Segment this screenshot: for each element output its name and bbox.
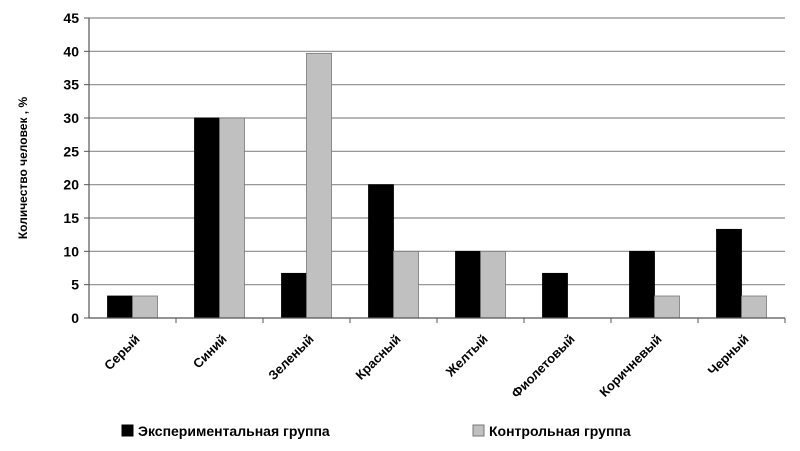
y-tick-label: 25	[63, 143, 79, 159]
x-tick-label: Черный	[705, 332, 752, 379]
y-tick-label: 15	[63, 210, 79, 226]
bar-experimental	[542, 272, 568, 319]
bar-control	[393, 250, 419, 319]
legend-swatch	[121, 424, 134, 437]
legend-label: Контрольная группа	[489, 423, 631, 439]
y-tick-label: 5	[71, 277, 79, 293]
y-tick-label: 45	[63, 10, 79, 26]
bar-experimental	[281, 272, 307, 319]
bar-experimental	[455, 250, 481, 319]
y-tick-label: 0	[71, 310, 79, 326]
bar-experimental	[368, 184, 394, 319]
y-tick-label: 20	[63, 177, 79, 193]
x-tick-label: Фиолетовый	[508, 332, 577, 401]
y-tick-label: 35	[63, 77, 79, 93]
x-tick-label: Зеленый	[265, 332, 316, 383]
bar-experimental	[629, 250, 655, 319]
legend-label: Экспериментальная группа	[138, 423, 330, 439]
x-tick-label: Синий	[190, 332, 230, 372]
x-tick-label: Коричневый	[596, 332, 664, 400]
x-tick-label: Красный	[353, 332, 404, 383]
y-axis-label: Количество человек , %	[16, 97, 30, 240]
bar-control	[480, 250, 506, 319]
y-tick-label: 40	[63, 43, 79, 59]
x-tick-label: Желтый	[442, 332, 491, 381]
bar-control	[654, 295, 680, 319]
bar-control	[219, 117, 245, 319]
x-tick-label: Серый	[101, 332, 142, 373]
y-tick-label: 10	[63, 243, 79, 259]
legend-swatch	[472, 424, 485, 437]
bar-experimental	[194, 117, 220, 319]
bar-control	[741, 295, 767, 319]
bar-experimental	[716, 228, 742, 319]
y-tick-label: 30	[63, 110, 79, 126]
bar-control	[132, 295, 158, 319]
bar-experimental	[107, 295, 133, 319]
bar-control	[306, 52, 332, 319]
